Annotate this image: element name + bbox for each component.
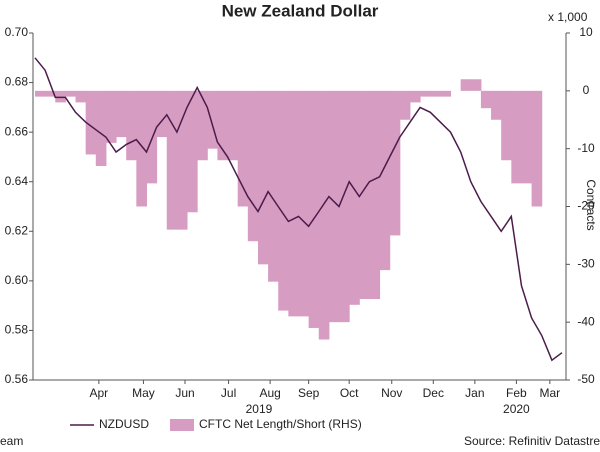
area-step: [85, 90, 97, 155]
area-step: [278, 90, 289, 311]
area-step: [430, 90, 441, 97]
x-tick-label: Jun: [175, 386, 194, 400]
x-tick-label: Feb: [506, 386, 527, 400]
y-tick-label: 0.68: [5, 75, 29, 89]
y2-tick-label: 0: [583, 83, 590, 97]
y2-tick-label: -30: [577, 257, 595, 271]
area-step: [237, 90, 249, 207]
area-step: [257, 90, 269, 265]
x-tick-label: Jul: [221, 386, 236, 400]
area-step: [420, 90, 431, 97]
legend-label: NZDUSD: [99, 417, 149, 431]
area-step: [247, 90, 259, 242]
area-step: [328, 90, 340, 323]
y2-tick-label: -10: [577, 141, 595, 155]
area-step: [501, 90, 512, 161]
y2-tick-label: -20: [577, 199, 595, 213]
area-step: [339, 90, 350, 323]
y-tick-label: 0.66: [5, 124, 29, 138]
legend-swatch: [170, 419, 194, 431]
area-step: [268, 90, 279, 282]
footer-left: eam: [0, 434, 23, 448]
area-step: [45, 90, 56, 97]
area-step: [460, 79, 472, 91]
area-step: [217, 90, 229, 161]
x-tick-label: Apr: [90, 386, 109, 400]
area-step: [470, 79, 482, 91]
area-step: [480, 90, 492, 109]
area-step: [359, 90, 370, 300]
year-label: 2020: [503, 402, 530, 416]
area-step: [156, 90, 168, 138]
area-step: [176, 90, 188, 230]
area-step: [531, 90, 543, 207]
area-step: [399, 90, 411, 120]
chart-title: New Zealand Dollar: [222, 1, 379, 20]
area-step: [409, 90, 421, 103]
y-tick-label: 0.64: [5, 174, 29, 188]
y-tick-label: 0.62: [5, 223, 29, 237]
line: [34, 57, 563, 362]
legend-label: CFTC Net Length/Short (RHS): [199, 417, 362, 431]
area-step: [440, 90, 452, 97]
y-tick-label: 0.56: [5, 372, 29, 386]
area-step: [491, 90, 502, 120]
footer-right: Source: Refinitiv Datastre: [464, 434, 600, 448]
x-tick-label: Nov: [381, 386, 402, 400]
year-label: 2019: [246, 402, 273, 416]
x-tick-label: Mar: [540, 386, 561, 400]
area-step: [318, 90, 330, 340]
area-step: [379, 90, 391, 271]
x-tick-label: Dec: [423, 386, 444, 400]
x-tick-label: May: [132, 386, 155, 400]
area-step: [227, 90, 239, 161]
area-step: [207, 90, 218, 149]
x-tick-label: Aug: [259, 386, 280, 400]
area-step: [389, 90, 401, 236]
area-step: [349, 90, 360, 305]
area-step: [55, 90, 66, 103]
y2-label: Contracts: [584, 179, 598, 230]
area-step: [35, 90, 46, 97]
area-step: [187, 90, 198, 213]
area-step: [521, 90, 533, 184]
y-tick-label: 0.60: [5, 273, 29, 287]
area-step: [166, 90, 178, 230]
area-step: [298, 90, 310, 317]
x-tick-label: Sep: [298, 386, 320, 400]
y2-tick-label: -40: [577, 314, 595, 328]
area-step: [197, 90, 208, 161]
area-step: [126, 90, 137, 161]
area-step: [288, 90, 299, 317]
y-tick-label: 0.58: [5, 323, 29, 337]
x-tick-label: Jan: [465, 386, 484, 400]
area-step: [95, 90, 107, 167]
y2-tick-label: -50: [577, 372, 595, 386]
y2-tick-label: 10: [579, 25, 593, 39]
area-step: [105, 90, 117, 143]
y2-unit: x 1,000: [548, 10, 588, 24]
area-step: [369, 90, 381, 300]
x-tick-label: Oct: [340, 386, 359, 400]
y-tick-label: 0.70: [5, 25, 29, 39]
area-step: [116, 90, 127, 138]
area-step: [65, 90, 77, 97]
area-step: [308, 90, 320, 328]
area-step: [136, 90, 147, 207]
area-step: [75, 90, 87, 103]
area-step: [511, 90, 522, 184]
